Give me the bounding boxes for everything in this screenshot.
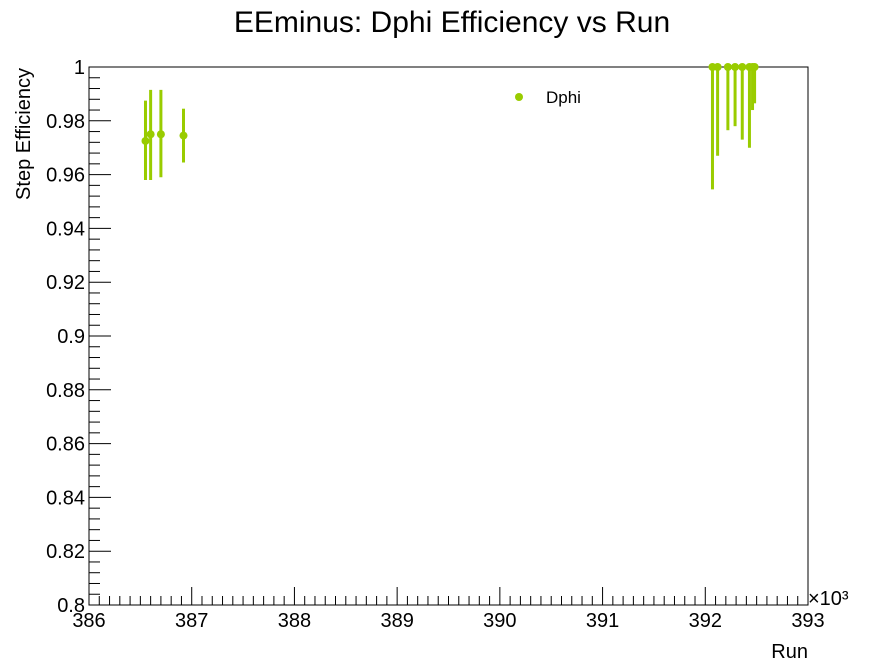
legend-label-dphi: Dphi [546, 88, 581, 107]
legend: Dphi [515, 88, 581, 107]
x-tick-label: 390 [483, 610, 516, 632]
x-axis-multiplier: ×10³ [808, 588, 849, 610]
data-point [723, 63, 732, 71]
x-axis-title: Run [771, 641, 808, 663]
y-tick-label: 0.92 [46, 272, 85, 294]
x-tick-label: 389 [380, 610, 413, 632]
x-tick-label: 392 [689, 610, 722, 632]
y-tick-label: 0.86 [46, 434, 85, 456]
y-tick-label: 0.94 [46, 218, 85, 240]
y-tick-label: 0.96 [46, 165, 85, 187]
axis-ticks: 386 387 388 389 390 391 392 393 0.8 0.82 0.84 0.86 0… [46, 57, 825, 632]
data-point [731, 63, 740, 71]
y-tick-label: 0.8 [57, 595, 85, 617]
y-tick-label: 0.88 [46, 380, 85, 402]
y-tick-label: 0.82 [46, 541, 85, 563]
data-point [750, 63, 759, 71]
data-point [146, 130, 155, 139]
chart-title: EEminus: Dphi Efficiency vs Run [234, 6, 670, 39]
x-tick-label: 393 [791, 610, 824, 632]
data-point [738, 63, 747, 71]
y-tick-label: 0.84 [46, 487, 85, 509]
x-tick-label: 386 [72, 610, 105, 632]
plot-frame [88, 66, 809, 606]
axes [88, 66, 809, 606]
data-point [141, 136, 150, 145]
y-tick-label: 1 [74, 57, 85, 79]
data-point [713, 63, 722, 71]
y-tick-label: 0.9 [57, 326, 85, 348]
data-points [141, 63, 759, 190]
x-tick-label: 391 [586, 610, 619, 632]
data-point [179, 131, 188, 140]
legend-marker-dphi [515, 93, 523, 101]
y-tick-label: 0.98 [46, 111, 85, 133]
x-tick-label: 388 [278, 610, 311, 632]
y-axis-title: Step Efficiency [13, 68, 35, 200]
data-point [156, 130, 165, 139]
x-tick-label: 387 [175, 610, 208, 632]
